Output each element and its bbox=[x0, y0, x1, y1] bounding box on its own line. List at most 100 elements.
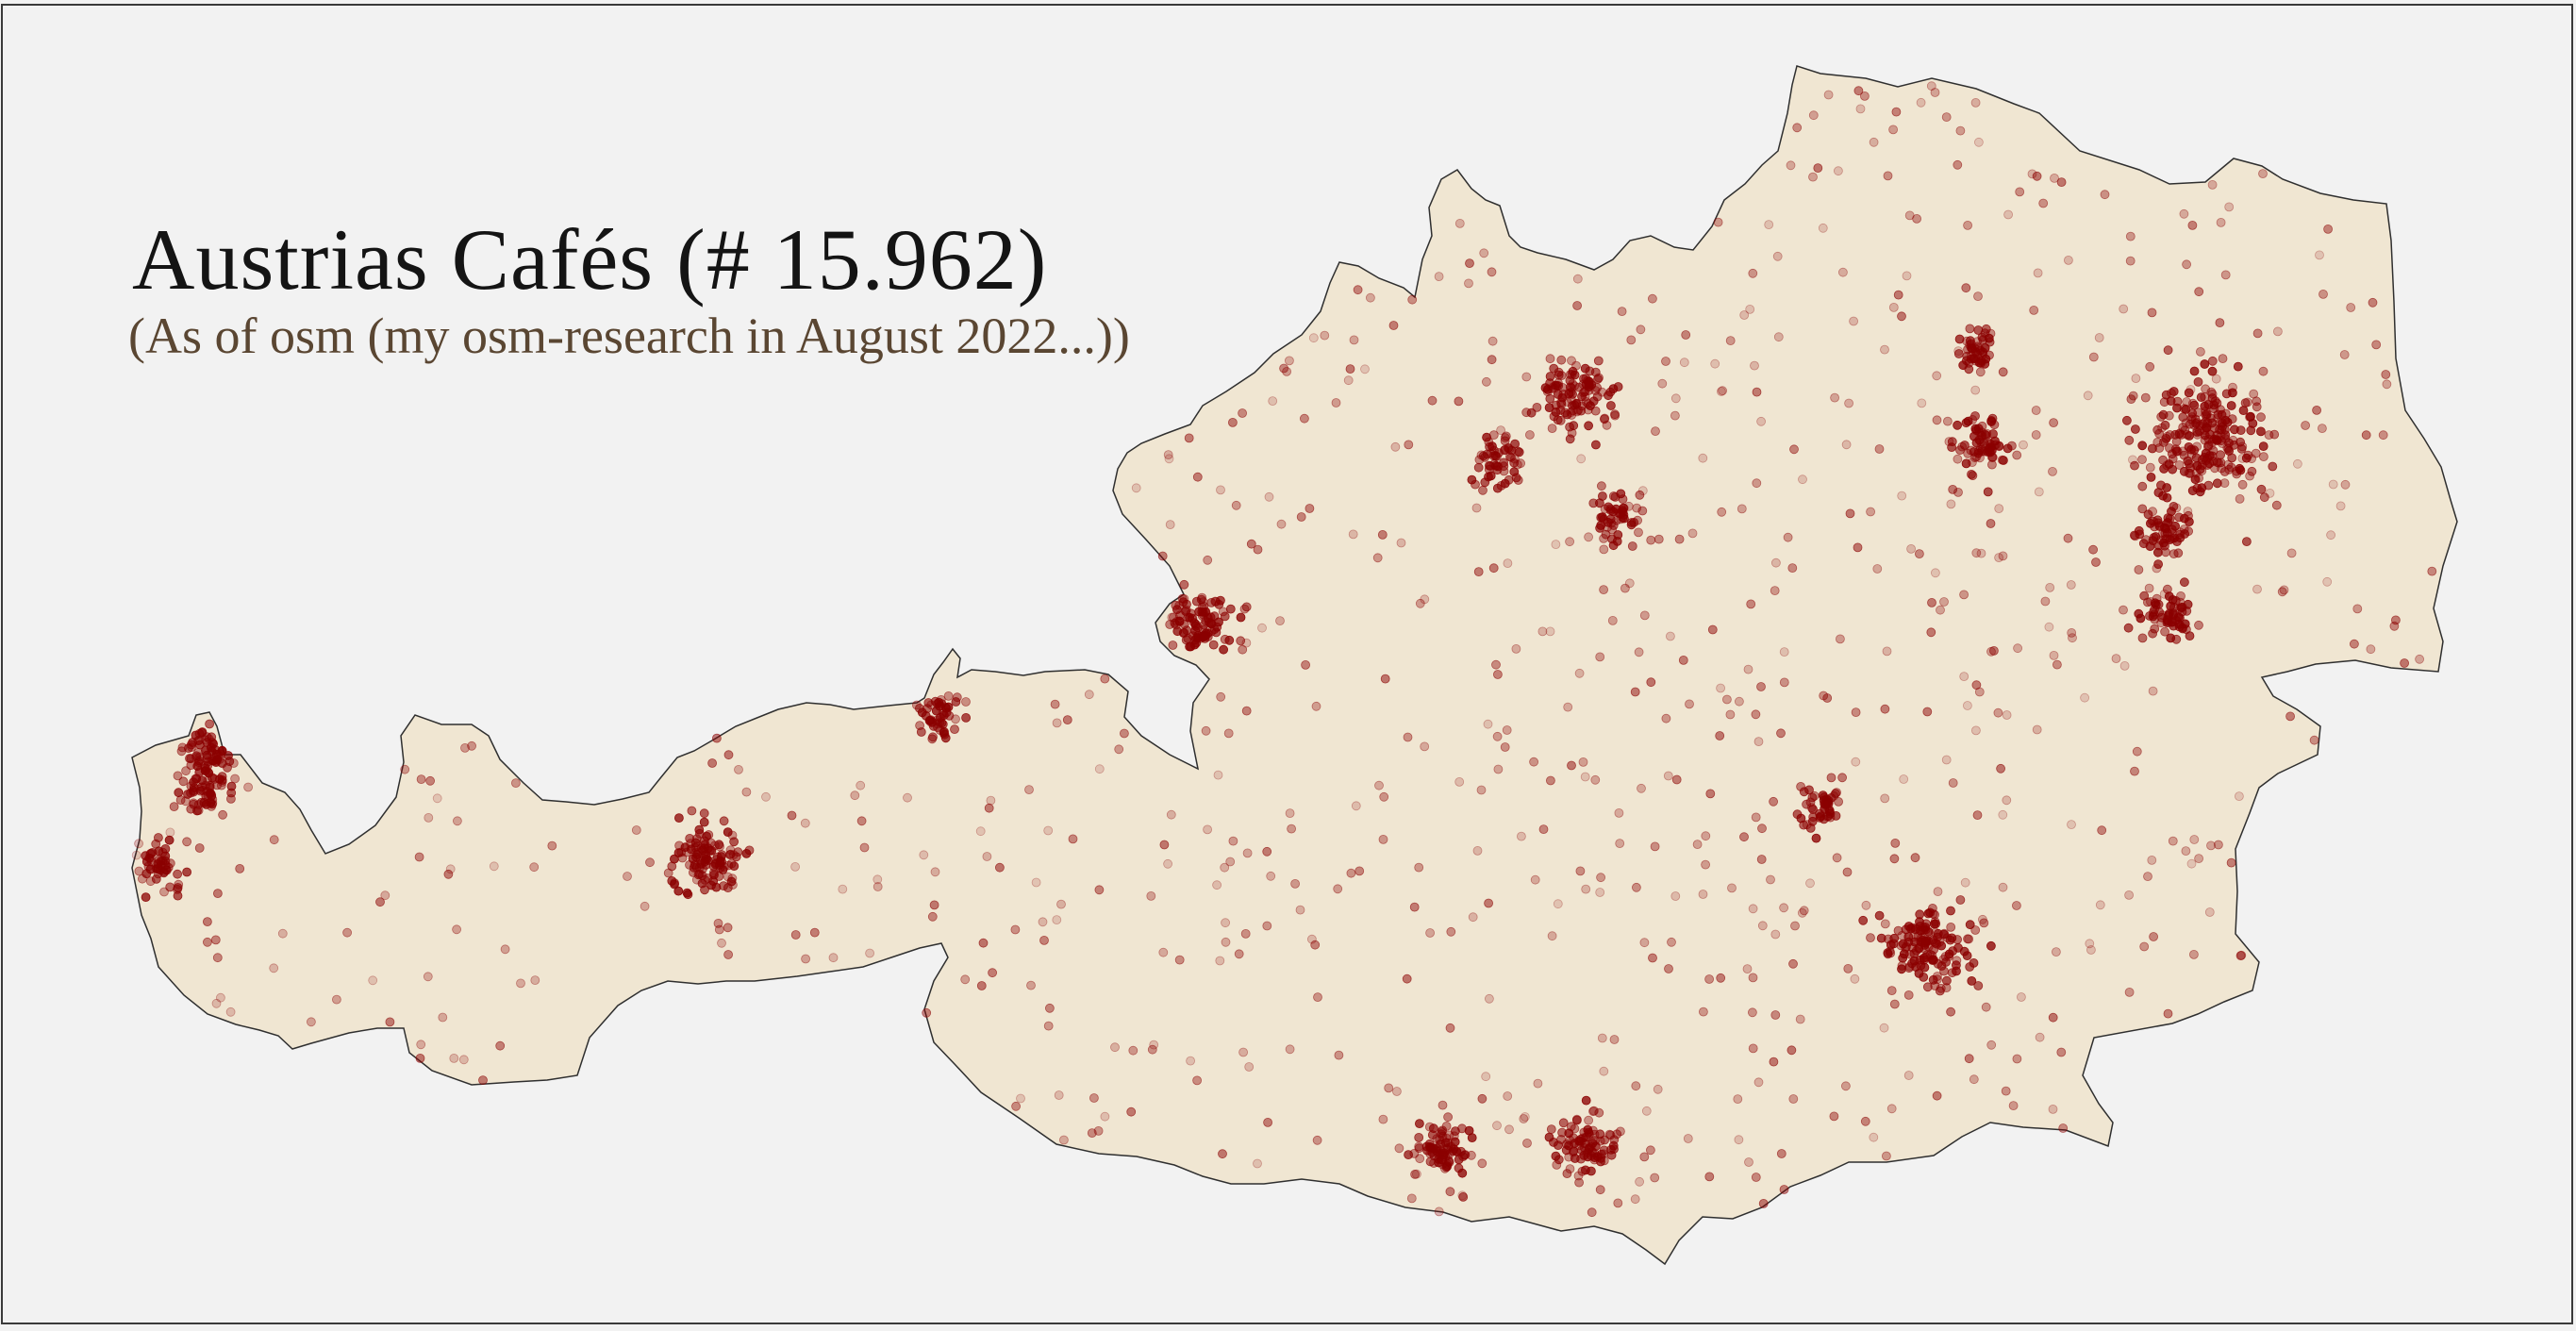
cafe-point bbox=[158, 868, 169, 878]
cafe-point bbox=[2371, 340, 2382, 350]
cafe-point bbox=[1221, 937, 1231, 947]
cafe-point bbox=[1465, 258, 1474, 269]
cafe-point bbox=[1557, 392, 1568, 403]
cafe-point bbox=[2164, 591, 2174, 601]
cafe-point bbox=[1468, 912, 1478, 923]
cafe-point bbox=[211, 998, 222, 1008]
cafe-point bbox=[2182, 429, 2192, 440]
cafe-point bbox=[2368, 297, 2378, 308]
cafe-point bbox=[1597, 1033, 1607, 1043]
cafe-point bbox=[1853, 542, 1863, 553]
cafe-point bbox=[1334, 1050, 1344, 1060]
cafe-point bbox=[169, 802, 179, 811]
cafe-point bbox=[2032, 724, 2042, 735]
cafe-point bbox=[2140, 392, 2151, 403]
cafe-point bbox=[1210, 596, 1221, 607]
cafe-point bbox=[1626, 335, 1637, 345]
cafe-point bbox=[2312, 405, 2322, 415]
cafe-point bbox=[1420, 594, 1430, 605]
cafe-point bbox=[1889, 933, 1900, 943]
cafe-point bbox=[1770, 929, 1781, 940]
cafe-point bbox=[2119, 661, 2130, 671]
cafe-point bbox=[1425, 1149, 1436, 1158]
cafe-point bbox=[1639, 610, 1650, 621]
cafe-point bbox=[1427, 1130, 1438, 1140]
cafe-point bbox=[1481, 1072, 1491, 1082]
cafe-point bbox=[203, 776, 213, 786]
cafe-point bbox=[1599, 1145, 1609, 1156]
cafe-point bbox=[1588, 1106, 1598, 1117]
cafe-point bbox=[158, 847, 168, 857]
cafe-point bbox=[1998, 456, 2008, 465]
cafe-point bbox=[1933, 928, 1943, 939]
cafe-point bbox=[1844, 398, 1853, 408]
cafe-point bbox=[1268, 396, 1278, 407]
cafe-point bbox=[2048, 1012, 2058, 1023]
cafe-point bbox=[151, 874, 161, 884]
cafe-point bbox=[1567, 356, 1576, 366]
cafe-point bbox=[856, 816, 867, 826]
cafe-point bbox=[1936, 605, 1945, 615]
cafe-point bbox=[1998, 551, 2008, 561]
cafe-point bbox=[1513, 446, 1523, 457]
cafe-point bbox=[2207, 356, 2218, 366]
cafe-point bbox=[200, 745, 210, 756]
cafe-point bbox=[1257, 623, 1267, 633]
cafe-point bbox=[1965, 920, 1975, 930]
cafe-point bbox=[1845, 508, 1855, 519]
cafe-point bbox=[1573, 405, 1583, 415]
cafe-point bbox=[1920, 936, 1930, 946]
cafe-point bbox=[2164, 410, 2174, 421]
cafe-point bbox=[2008, 1101, 2019, 1110]
cafe-point bbox=[1402, 973, 1412, 984]
cafe-point bbox=[1809, 790, 1820, 801]
cafe-point bbox=[1525, 430, 1535, 440]
cafe-point bbox=[1869, 1132, 1879, 1142]
cafe-point bbox=[1282, 366, 1291, 376]
cafe-point bbox=[1487, 336, 1498, 346]
cafe-point bbox=[1225, 604, 1236, 614]
cafe-point bbox=[631, 825, 641, 835]
cafe-point bbox=[165, 827, 175, 838]
cafe-point bbox=[2213, 840, 2223, 850]
cafe-point bbox=[1240, 929, 1251, 939]
cafe-point bbox=[856, 780, 866, 790]
cafe-point bbox=[1546, 775, 1555, 786]
cafe-point bbox=[489, 861, 499, 872]
cafe-point bbox=[1366, 292, 1375, 303]
cafe-point bbox=[1841, 1081, 1851, 1091]
cafe-point bbox=[1488, 451, 1499, 461]
cafe-point bbox=[2121, 415, 2132, 425]
cafe-point bbox=[2202, 423, 2212, 433]
cafe-point bbox=[1670, 410, 1680, 421]
cafe-point bbox=[1458, 1192, 1469, 1202]
cafe-point bbox=[2130, 766, 2139, 776]
cafe-point bbox=[1128, 1045, 1138, 1056]
cafe-point bbox=[1493, 764, 1504, 774]
cafe-point bbox=[202, 738, 212, 747]
cafe-point bbox=[2044, 622, 2054, 632]
cafe-point bbox=[1434, 1206, 1444, 1217]
cafe-point bbox=[1932, 972, 1942, 981]
cafe-point bbox=[1565, 537, 1574, 547]
cafe-point bbox=[1420, 741, 1430, 752]
cafe-point bbox=[1967, 976, 1977, 986]
cafe-point bbox=[2195, 346, 2205, 357]
cafe-point bbox=[1159, 840, 1170, 850]
cafe-point bbox=[1201, 725, 1211, 736]
cafe-point bbox=[2193, 376, 2203, 387]
cafe-point bbox=[1607, 616, 1618, 625]
cafe-point bbox=[173, 890, 183, 901]
cafe-point bbox=[2326, 530, 2336, 541]
cafe-point bbox=[1770, 1010, 1781, 1020]
cafe-point bbox=[715, 841, 724, 852]
cafe-point bbox=[1971, 548, 1982, 558]
cafe-point bbox=[2215, 318, 2225, 328]
cafe-point bbox=[674, 813, 684, 823]
cafe-point bbox=[215, 992, 225, 1003]
cafe-point bbox=[1953, 454, 1963, 464]
cafe-point bbox=[1710, 358, 1720, 369]
cafe-point bbox=[2051, 947, 2061, 957]
cafe-point bbox=[2184, 526, 2194, 537]
